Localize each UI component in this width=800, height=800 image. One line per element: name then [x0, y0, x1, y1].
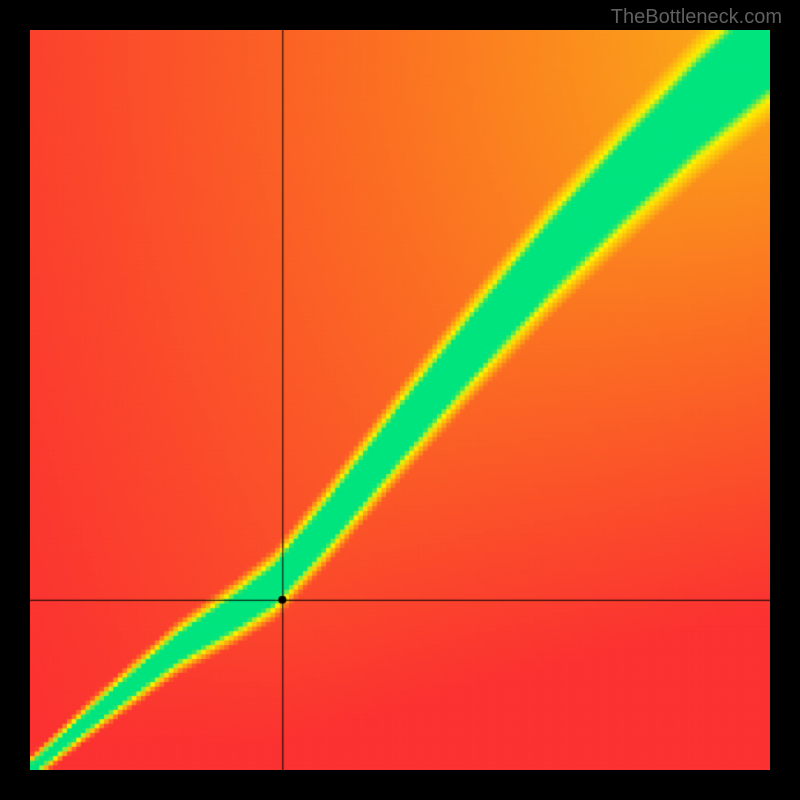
watermark-text: TheBottleneck.com: [611, 6, 782, 29]
plot-area: [30, 30, 770, 770]
chart-container: TheBottleneck.com: [0, 0, 800, 800]
heatmap-canvas: [30, 30, 770, 770]
